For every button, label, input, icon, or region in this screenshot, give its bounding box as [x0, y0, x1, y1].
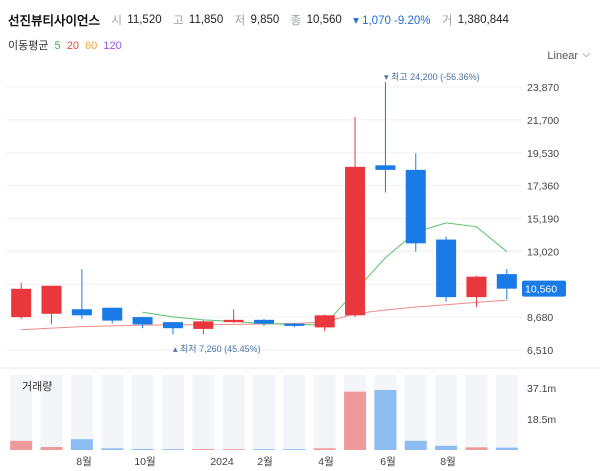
y-tick-label: 21,700 [527, 115, 559, 127]
volume-bg-column [435, 375, 458, 450]
volume-title: 거래량 [22, 381, 53, 393]
volume-bar [131, 449, 154, 450]
x-tick-label: 2024 [210, 456, 234, 468]
close-label: 종 [290, 14, 302, 27]
volume-bg-column [10, 375, 33, 450]
volume-bar [313, 448, 336, 450]
scale-mode-select[interactable]: Linear [547, 50, 578, 62]
candle-body [132, 317, 153, 325]
y-tick-label: 15,190 [527, 214, 559, 226]
volume-bg-column [252, 375, 276, 450]
candle-body [11, 288, 32, 318]
volume-bg-column [283, 375, 306, 450]
volume-bar [222, 449, 245, 450]
x-tick-label: 4월 [318, 456, 334, 468]
volume-bg-column [161, 375, 184, 450]
low-value: 9,850 [250, 13, 280, 26]
candle-body [284, 323, 305, 326]
volume-bar [70, 439, 93, 450]
candle-body [253, 319, 275, 324]
volume-label: 거 [441, 14, 453, 27]
volume-bg-column [131, 375, 154, 450]
y-tick-label: 13,020 [527, 246, 559, 258]
chevron-down-icon[interactable]: ⌵ [582, 49, 590, 60]
volume-bar [435, 445, 458, 450]
volume-bg-column [404, 375, 427, 450]
open-value: 11,520 [127, 13, 162, 26]
candle-body [314, 315, 335, 328]
y-tick-label: 6,510 [527, 345, 553, 357]
volume-bg-column [465, 375, 488, 450]
volume-bar [40, 447, 63, 450]
volume-bar [374, 390, 397, 450]
volume-bg-column [313, 375, 336, 450]
x-tick-label: 8월 [76, 456, 92, 468]
stock-name: 선진뷰티사이언스 [8, 14, 101, 28]
stock-header: 선진뷰티사이언스 시 11,520 고 11,850 저 9,850 종 10,… [8, 10, 517, 29]
current-price-tag [522, 280, 566, 297]
volume-tick-label: 18.5m [527, 414, 556, 426]
candle-body [162, 322, 183, 329]
candle-body [193, 321, 214, 329]
ma-20[interactable]: 20 [66, 40, 79, 52]
ma-label: 이동평균 [8, 40, 49, 52]
x-tick-label: 2월 [257, 456, 273, 468]
ma-120[interactable]: 120 [103, 40, 122, 52]
y-tick-label: 19,530 [527, 148, 559, 160]
current-price-label: 10,560 [525, 284, 557, 296]
volume-bg-column [192, 375, 215, 450]
volume-bg-column [495, 375, 518, 450]
candle-body [223, 319, 244, 323]
x-tick-label: 10월 [134, 456, 155, 468]
candle-body [71, 309, 92, 316]
volume-bar [252, 449, 276, 450]
volume-bar [465, 447, 488, 450]
change-value: ▾ 1,070 -9.20% [353, 14, 431, 27]
volume-bar [101, 448, 124, 450]
volume-tick-label: 37.1m [527, 383, 556, 395]
ma-5[interactable]: 5 [54, 40, 61, 52]
volume-bg-column [40, 375, 63, 450]
high-value: 11,850 [188, 13, 224, 26]
candle-body [466, 276, 487, 298]
volume-bg-column [101, 375, 124, 450]
candle-body [375, 165, 396, 170]
volume-bar [283, 449, 306, 450]
candle-body [496, 274, 517, 289]
low-annotation: ▴ 최저 7,260 (45.45%) [173, 344, 261, 354]
volume-bar [10, 440, 33, 450]
candle-body [102, 307, 123, 321]
volume-bar [404, 440, 427, 450]
y-tick-label: 23,870 [527, 82, 559, 94]
high-label: 고 [172, 14, 184, 27]
volume-value: 1,380,844 [457, 13, 509, 26]
high-annotation: ▾ 최고 24,200 (-56.36%) [384, 72, 480, 82]
ma-60[interactable]: 60 [85, 40, 98, 52]
candle-body [405, 169, 426, 244]
volume-bar [161, 449, 184, 450]
y-tick-label: 8,680 [527, 312, 553, 324]
volume-bar [192, 449, 215, 450]
volume-bg-column [70, 375, 93, 450]
candle-body [345, 166, 366, 316]
candle-body [436, 239, 457, 298]
volume-bar [344, 391, 367, 450]
y-tick-label: 17,360 [527, 181, 559, 193]
low-label: 저 [234, 14, 246, 27]
open-label: 시 [111, 14, 122, 27]
x-tick-label: 8월 [440, 456, 456, 468]
volume-bg-column [222, 375, 245, 450]
close-value: 10,560 [306, 13, 342, 26]
x-tick-label: 6월 [380, 456, 396, 468]
volume-bar [495, 447, 518, 450]
moving-average-legend[interactable]: 이동평균 5 20 60 120 [8, 37, 125, 53]
candle-body [41, 285, 62, 314]
